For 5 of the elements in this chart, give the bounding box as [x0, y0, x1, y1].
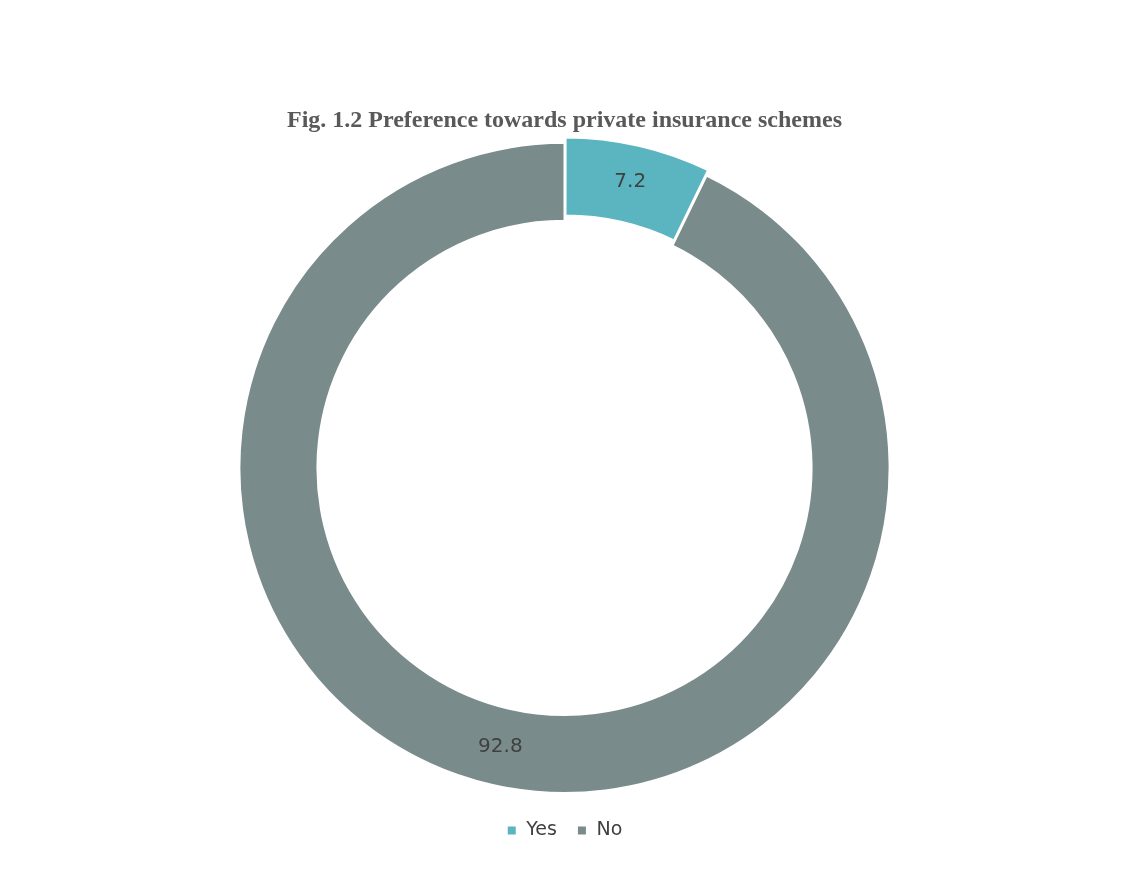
- data-label: 92.8: [478, 732, 523, 757]
- legend-label: Yes: [525, 817, 557, 840]
- data-label: 7.2: [614, 168, 647, 193]
- legend-label: No: [596, 817, 623, 840]
- chart-title: Fig. 1.2 Preference towards private insurance schemes: [287, 105, 842, 132]
